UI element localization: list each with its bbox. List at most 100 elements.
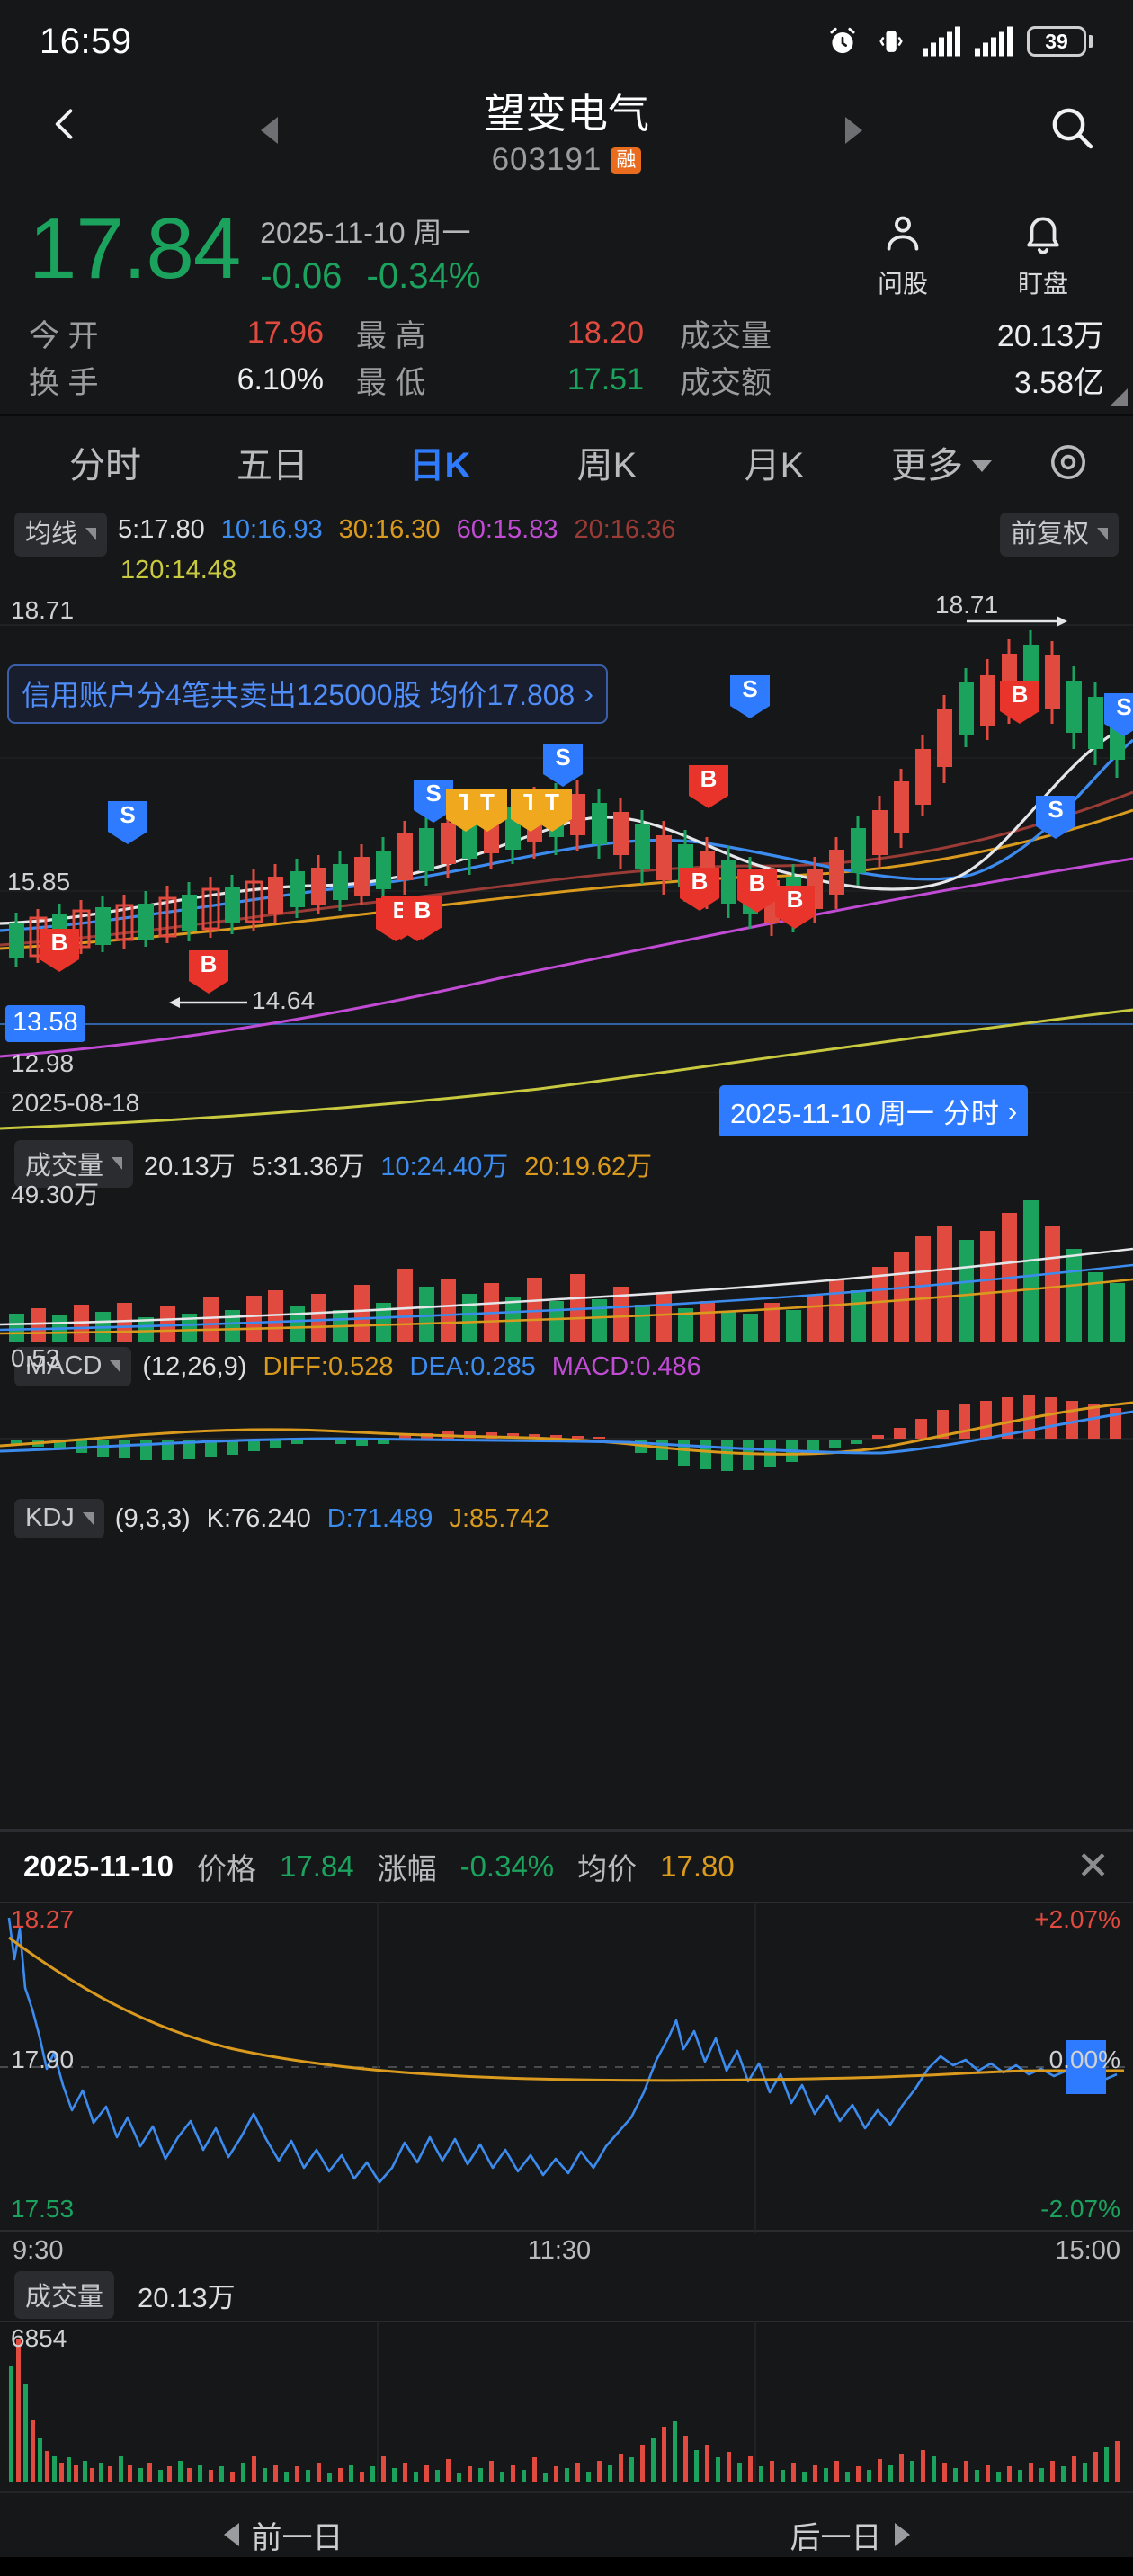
volume-panel[interactable]: 成交量 20.13万 5:31.36万 10:24.40万 20:19.62万 bbox=[0, 1136, 1133, 1342]
price-change-pct: -0.34% bbox=[366, 256, 481, 296]
ma-settings-chip[interactable]: 均线 bbox=[14, 513, 108, 557]
credit-account-banner[interactable]: 信用账户分4笔共卖出125000股 均价17.808 › bbox=[7, 664, 609, 724]
search-button[interactable] bbox=[1047, 103, 1097, 157]
margin-badge: 融 bbox=[611, 147, 642, 174]
tab-five-day[interactable]: 五日 bbox=[236, 445, 308, 486]
svg-text:B: B bbox=[201, 950, 218, 977]
chart-period-tabs: 分时 五日 日K 周K 月K 更多 bbox=[0, 414, 1133, 507]
tab-more-label: 更多 bbox=[891, 445, 963, 486]
next-day-label: 后一日 bbox=[790, 2520, 882, 2555]
k-axis-mid: 15.85 bbox=[7, 868, 71, 896]
back-button[interactable] bbox=[32, 83, 97, 165]
watch-alert-button[interactable]: 盯盘 bbox=[998, 211, 1088, 300]
close-icon[interactable]: ✕ bbox=[1076, 1844, 1110, 1888]
svg-text:B: B bbox=[1012, 681, 1029, 708]
signal-bars-icon bbox=[923, 26, 960, 57]
k-selected-date: 2025-11-10 周一 bbox=[730, 1098, 934, 1129]
stats-row: 换 手 6.10% 最 低 17.51 成交额 3.58亿 bbox=[29, 356, 1104, 403]
svg-text:T: T bbox=[545, 789, 559, 816]
next-day-button[interactable]: 后一日 bbox=[790, 2513, 910, 2557]
ma-chip-label: 均线 bbox=[25, 520, 78, 548]
signal-bars-icon bbox=[975, 26, 1013, 57]
volume-scale-max: 49.30万 bbox=[11, 1181, 100, 1208]
intraday-detail-overlay[interactable]: 2025-11-10 价格 17.84 涨幅 -0.34% 均价 17.80 ✕… bbox=[0, 1829, 1133, 2557]
volume-total: 20.13万 bbox=[144, 1152, 236, 1181]
stats-row: 今 开 17.96 最 高 18.20 成交量 20.13万 bbox=[29, 309, 1104, 356]
tab-weekly-k[interactable]: 周K bbox=[576, 445, 638, 486]
ask-stock-button[interactable]: 问股 bbox=[858, 211, 948, 300]
intraday-volume-header: 成交量 20.13万 bbox=[0, 2266, 1133, 2321]
k-pill-minute-label: 分时 bbox=[942, 1098, 999, 1129]
ask-stock-label: 问股 bbox=[877, 270, 928, 298]
detail-price-label: 价格 bbox=[196, 1852, 256, 1885]
tab-minute[interactable]: 分时 bbox=[69, 445, 141, 486]
kdj-panel[interactable]: KDJ (9,3,3) K:76.240 D:71.489 J:85.742 bbox=[0, 1494, 1133, 1540]
watch-alert-label: 盯盘 bbox=[1017, 270, 1068, 298]
quote-date: 2025-11-10 周一 bbox=[260, 217, 471, 249]
volume-ma20: 20:19.62万 bbox=[524, 1152, 653, 1181]
svg-text:B: B bbox=[415, 896, 432, 923]
person-question-icon bbox=[887, 216, 919, 251]
expand-stats-icon[interactable] bbox=[1110, 388, 1128, 406]
adjust-price-button[interactable]: 前复权 bbox=[999, 513, 1119, 557]
volume-ma10: 10:24.40万 bbox=[380, 1152, 509, 1181]
triangle-right-icon bbox=[845, 117, 862, 144]
volume-settings-chip[interactable]: 成交量 bbox=[14, 1140, 134, 1188]
target-gear-icon bbox=[1050, 444, 1086, 479]
detail-avg-label: 均价 bbox=[577, 1852, 638, 1885]
intraday-volume-canvas[interactable] bbox=[0, 2320, 1133, 2482]
time-tick-close: 15:00 bbox=[1055, 2236, 1120, 2265]
k-selected-date-pill[interactable]: 2025-11-10 周一 分时 › bbox=[719, 1085, 1029, 1136]
intraday-chart[interactable]: 18.27 +2.07% 17.90 0.00% 17.53 -2.07% bbox=[0, 1901, 1133, 2233]
prev-stock-button[interactable] bbox=[261, 117, 278, 144]
svg-text:B: B bbox=[700, 765, 718, 792]
volume-ma5: 5:31.36万 bbox=[251, 1152, 365, 1181]
next-stock-button[interactable] bbox=[845, 117, 862, 144]
macd-canvas[interactable] bbox=[0, 1388, 1133, 1494]
chevron-right-icon: › bbox=[584, 676, 594, 709]
intraday-canvas[interactable] bbox=[0, 1901, 1133, 2233]
tab-daily-k[interactable]: 日K bbox=[408, 445, 471, 486]
prev-day-button[interactable]: 前一日 bbox=[223, 2513, 343, 2557]
ma10-legend: 10:16.93 bbox=[220, 515, 323, 544]
chart-settings-button[interactable] bbox=[1025, 441, 1111, 484]
chevron-left-icon bbox=[55, 109, 73, 139]
intraday-volume-chip[interactable]: 成交量 bbox=[14, 2271, 115, 2319]
status-icons: 39 bbox=[825, 24, 1093, 58]
volume-panel-header: 成交量 20.13万 5:31.36万 10:24.40万 20:19.62万 bbox=[0, 1136, 1133, 1190]
app-header: 望变电气 603191 融 bbox=[0, 83, 1133, 195]
battery-level: 39 bbox=[1045, 29, 1068, 53]
k-start-date: 2025-08-18 bbox=[11, 1089, 140, 1117]
triangle-right-icon bbox=[894, 2523, 910, 2546]
title-block: 望变电气 603191 融 bbox=[0, 86, 1133, 178]
intraday-high-pct: +2.07% bbox=[1034, 1905, 1120, 1933]
detail-price-value: 17.84 bbox=[279, 1850, 354, 1883]
volume-canvas[interactable] bbox=[0, 1190, 1133, 1342]
detail-date: 2025-11-10 bbox=[23, 1850, 174, 1883]
battery-indicator: 39 bbox=[1027, 26, 1093, 57]
ma60-legend: 60:15.83 bbox=[456, 515, 558, 544]
macd-dea: DEA:0.285 bbox=[409, 1351, 536, 1381]
k-trough-label: 14.64 bbox=[252, 986, 316, 1014]
intraday-low-pct: -2.07% bbox=[1040, 2195, 1120, 2223]
intraday-volume-chart[interactable]: 6854 bbox=[0, 2320, 1133, 2491]
svg-text:S: S bbox=[120, 801, 135, 828]
tab-more[interactable]: 更多 bbox=[858, 436, 1025, 488]
macd-diff: DIFF:0.528 bbox=[263, 1351, 394, 1381]
macd-settings-chip[interactable]: MACD bbox=[14, 1347, 132, 1386]
last-price: 17.84 bbox=[29, 201, 241, 297]
intraday-prev-close: 17.90 bbox=[11, 2046, 75, 2073]
chevron-right-icon: › bbox=[1007, 1094, 1018, 1127]
tab-monthly-k[interactable]: 月K bbox=[744, 445, 805, 486]
detail-change-label: 涨幅 bbox=[377, 1852, 437, 1885]
svg-text:T: T bbox=[480, 789, 495, 816]
kdj-settings-chip[interactable]: KDJ bbox=[14, 1499, 104, 1538]
caret-icon bbox=[85, 528, 97, 540]
prev-day-label: 前一日 bbox=[251, 2520, 343, 2555]
intraday-low-price: 17.53 bbox=[11, 2195, 75, 2223]
macd-panel[interactable]: MACD (12,26,9) DIFF:0.528 DEA:0.285 MACD… bbox=[0, 1342, 1133, 1494]
intraday-volume-max: 6854 bbox=[11, 2324, 67, 2352]
kdj-panel-header: KDJ (9,3,3) K:76.240 D:71.489 J:85.742 bbox=[0, 1494, 1133, 1540]
k-line-chart[interactable]: B B B B B B B B B S S S S S S T T T bbox=[0, 589, 1133, 1136]
stat-value-open: 17.96 bbox=[246, 315, 324, 350]
